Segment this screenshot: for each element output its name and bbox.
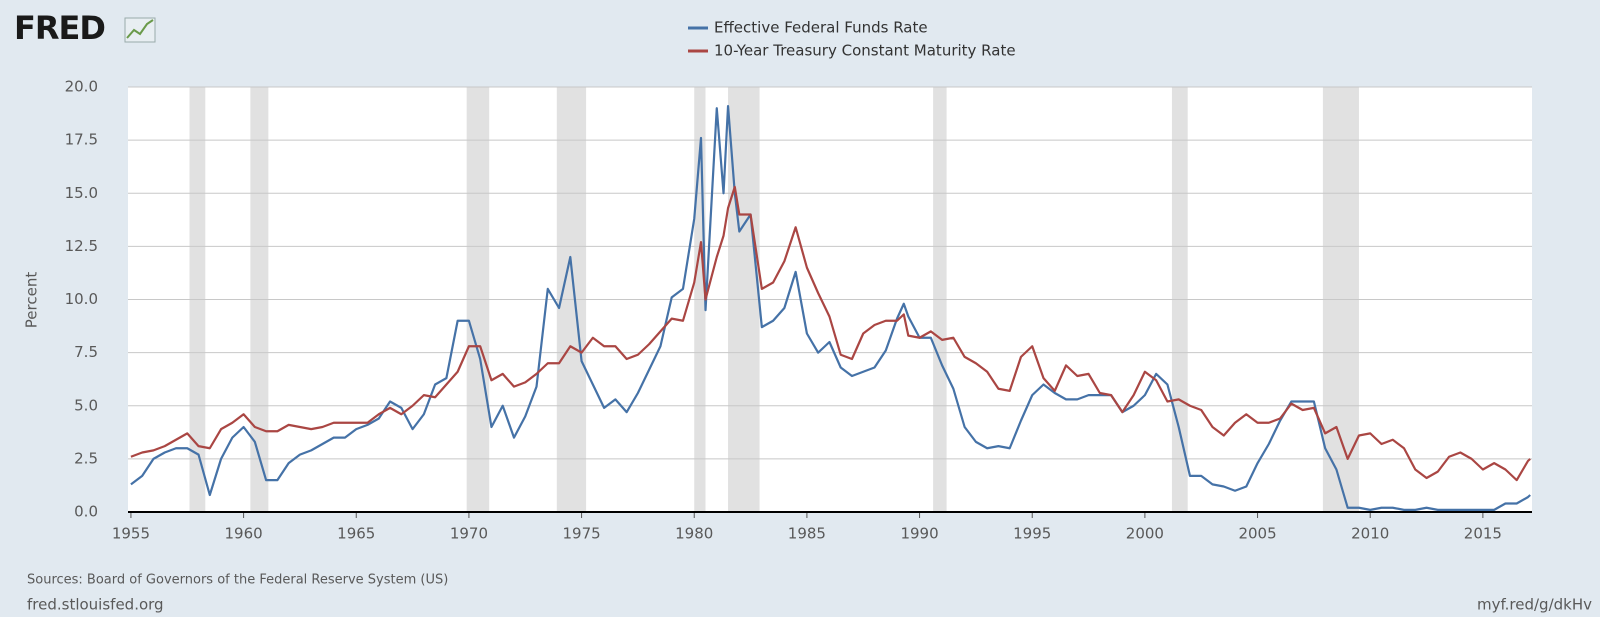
x-tick-label: 1980 <box>675 525 713 543</box>
x-tick-label: 1955 <box>112 525 150 543</box>
x-tick-label: 2000 <box>1126 525 1164 543</box>
source: Sources: Board of Governors of the Feder… <box>27 573 448 588</box>
x-tick-label: 1990 <box>900 525 938 543</box>
x-tick-label: 1995 <box>1013 525 1051 543</box>
series-line <box>130 105 1531 511</box>
y-tick-label: 10.0 <box>65 290 98 308</box>
legend-label: 10-Year Treasury Constant Maturity Rate <box>714 42 1016 60</box>
y-tick-label: 0.0 <box>74 503 98 521</box>
legend-label: Effective Federal Funds Rate <box>714 19 928 37</box>
x-tick-label: 2010 <box>1351 525 1389 543</box>
site: fred.stlouisfed.org <box>27 596 164 614</box>
y-tick-label: 17.5 <box>65 131 98 149</box>
x-tick-label: 1965 <box>337 525 375 543</box>
x-tick-label: 1975 <box>562 525 600 543</box>
y-tick-label: 20.0 <box>65 78 98 96</box>
y-tick-label: 12.5 <box>65 237 98 255</box>
y-tick-label: 15.0 <box>65 184 98 202</box>
x-tick-label: 1970 <box>450 525 488 543</box>
y-tick-label: 5.0 <box>74 396 98 414</box>
short-link: myf.red/g/dkHv <box>1477 596 1592 614</box>
logo: FRED <box>14 9 105 47</box>
y-axis-label: Percent <box>23 272 41 329</box>
y-tick-label: 2.5 <box>74 449 98 467</box>
x-tick-label: 1960 <box>224 525 262 543</box>
series-line <box>130 185 1531 482</box>
x-tick-label: 2015 <box>1464 525 1502 543</box>
y-tick-label: 7.5 <box>74 343 98 361</box>
x-tick-label: 1985 <box>788 525 826 543</box>
x-tick-label: 2005 <box>1238 525 1276 543</box>
logo-icon <box>124 17 156 43</box>
